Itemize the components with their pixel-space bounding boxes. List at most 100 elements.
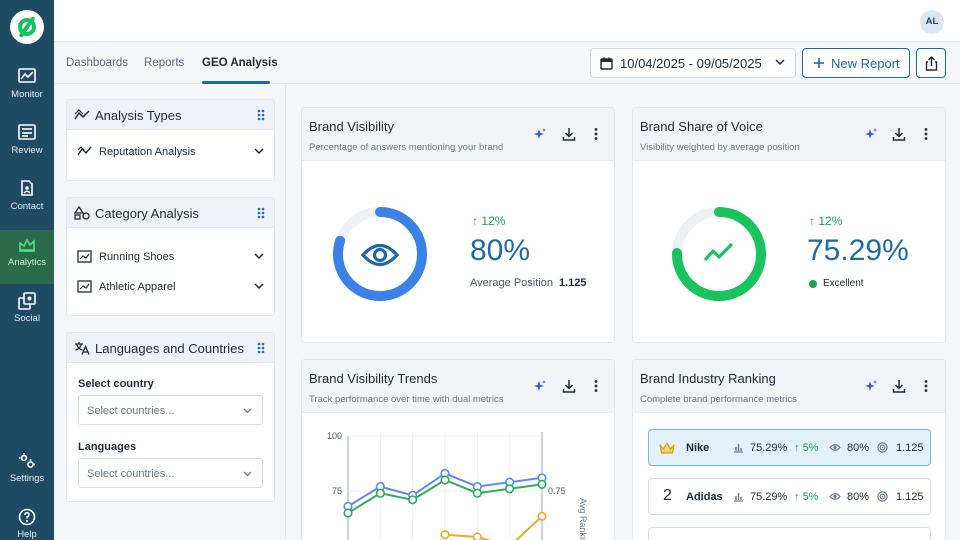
ranking-row[interactable] xyxy=(648,527,931,540)
app-logo[interactable] xyxy=(10,10,44,44)
ai-sparkle-icon[interactable] xyxy=(533,127,547,141)
nav-item-help[interactable]: Help xyxy=(0,502,54,540)
download-icon[interactable] xyxy=(892,127,906,141)
ranking-row[interactable]: Nike 75.29% ↑ 5% 80% 1.125 xyxy=(648,429,931,466)
select-country-label: Select country xyxy=(78,378,154,390)
bar-chart-icon xyxy=(734,493,743,502)
nav-label: Analytics xyxy=(7,257,46,268)
share-button[interactable] xyxy=(916,48,946,78)
languages-countries-title: Languages and Countries xyxy=(95,341,244,356)
widget-title: Brand Visibility Trends xyxy=(309,371,438,386)
series-point[interactable] xyxy=(440,475,450,485)
series-point[interactable] xyxy=(505,484,515,494)
date-range-picker[interactable]: 10/04/2025 - 09/05/2025 xyxy=(590,48,796,78)
nav-item-settings[interactable]: Settings xyxy=(0,446,54,500)
share-value: 75.29% xyxy=(750,442,788,454)
drag-handle-icon[interactable] xyxy=(257,109,265,121)
more-vertical-icon[interactable] xyxy=(593,127,599,141)
filter-panel: Analysis Types Reputation Analysis Categ… xyxy=(54,84,286,540)
user-avatar[interactable]: AL xyxy=(920,10,944,34)
series-point[interactable] xyxy=(408,495,418,505)
eye-icon xyxy=(829,493,841,500)
athletic-apparel-icon xyxy=(77,280,92,293)
drag-handle-icon[interactable] xyxy=(257,342,265,354)
average-position: Average Position 1.125 xyxy=(470,277,587,289)
ai-sparkle-icon[interactable] xyxy=(864,127,878,141)
download-icon[interactable] xyxy=(562,127,576,141)
visibility-trends-chart: 100 75 0.75 Avg Ranking xyxy=(327,431,588,540)
ai-sparkle-icon[interactable] xyxy=(864,379,878,393)
filter-item-athletic-apparel[interactable]: Athletic Apparel xyxy=(77,277,264,297)
widget-title: Brand Visibility xyxy=(309,119,395,134)
download-icon[interactable] xyxy=(562,379,576,393)
series-point[interactable] xyxy=(343,508,353,518)
top-header: AL xyxy=(54,0,960,42)
widget-subtitle: Complete brand performance metrics xyxy=(640,394,797,405)
contact-icon xyxy=(21,180,33,196)
tab-dashboards[interactable]: Dashboards xyxy=(66,57,129,69)
ranking-row[interactable]: 2 Adidas 75.29% ↑ 5% 80% 1.125 xyxy=(648,478,931,515)
series-line-2 xyxy=(444,515,543,540)
left-navigation: Monitor Review Contact Analytics Social … xyxy=(0,0,54,540)
more-vertical-icon[interactable] xyxy=(593,379,599,393)
chevron-down-icon xyxy=(254,148,264,155)
nav-item-review[interactable]: Review xyxy=(0,118,54,172)
translate-icon xyxy=(75,342,90,355)
reputation-icon xyxy=(77,146,92,156)
calendar-icon xyxy=(600,57,613,70)
chevron-down-icon xyxy=(254,283,264,290)
series-point[interactable] xyxy=(537,511,547,521)
rank-number: 2 xyxy=(663,487,672,504)
status-dot xyxy=(809,280,817,288)
series-point[interactable] xyxy=(440,530,450,540)
series-point[interactable] xyxy=(537,479,547,490)
visibility-value: 80% xyxy=(847,442,870,454)
chevron-down-icon xyxy=(243,408,252,414)
new-report-button[interactable]: New Report xyxy=(802,48,910,78)
series-point[interactable] xyxy=(375,488,385,498)
languages-select[interactable]: Select countries... xyxy=(78,458,263,488)
position-value: 1.125 xyxy=(896,491,924,503)
gauge-arc xyxy=(333,207,427,301)
eye-icon xyxy=(829,444,841,451)
analysis-types-card: Analysis Types Reputation Analysis xyxy=(66,99,275,181)
languages-label: Languages xyxy=(78,441,137,453)
sov-change-value: 12% xyxy=(818,214,843,228)
drag-handle-icon[interactable] xyxy=(257,207,265,219)
trend-up-icon xyxy=(703,242,734,262)
widget-header: Brand Industry Ranking Complete brand pe… xyxy=(633,360,945,413)
tab-geo-analysis[interactable]: GEO Analysis xyxy=(202,57,278,69)
help-icon xyxy=(18,508,36,526)
country-select[interactable]: Select countries... xyxy=(78,395,263,425)
nav-item-contact[interactable]: Contact xyxy=(0,174,54,228)
more-vertical-icon[interactable] xyxy=(923,127,929,141)
widget-subtitle: Visibility weighted by average position xyxy=(640,142,800,153)
nav-label: Help xyxy=(17,529,37,540)
more-vertical-icon[interactable] xyxy=(923,379,929,393)
languages-select-placeholder: Select countries... xyxy=(87,468,175,480)
right-axis-label: Avg Ranking xyxy=(578,498,588,540)
change-text: 5% xyxy=(802,442,819,454)
tab-reports[interactable]: Reports xyxy=(144,57,185,69)
nav-item-social[interactable]: Social xyxy=(0,286,54,340)
series-point[interactable] xyxy=(472,532,482,540)
tab-bar: Dashboards Reports GEO Analysis 10/04/20… xyxy=(54,42,960,84)
download-icon[interactable] xyxy=(892,379,906,393)
series-point[interactable] xyxy=(472,488,482,498)
industry-ranking-widget: Brand Industry Ranking Complete brand pe… xyxy=(632,359,946,540)
y-tick-label: 100 xyxy=(327,431,342,441)
analytics-icon xyxy=(19,238,35,252)
nav-item-monitor[interactable]: Monitor xyxy=(0,62,54,116)
ai-sparkle-icon[interactable] xyxy=(533,379,547,393)
plus-icon xyxy=(814,58,824,68)
nav-label: Review xyxy=(11,145,43,156)
arrow-up-icon: ↑ xyxy=(809,214,815,228)
nav-item-analytics[interactable]: Analytics xyxy=(0,230,54,284)
widget-subtitle: Track performance over time with dual me… xyxy=(309,394,504,405)
share-of-voice-gauge xyxy=(672,207,766,301)
y-tick-label: 75 xyxy=(332,486,342,496)
category-icon xyxy=(74,206,90,220)
filter-item-reputation-analysis[interactable]: Reputation Analysis xyxy=(77,142,264,162)
visibility-change: ↑ 12% xyxy=(472,214,505,228)
filter-item-running-shoes[interactable]: Running Shoes xyxy=(77,247,264,267)
